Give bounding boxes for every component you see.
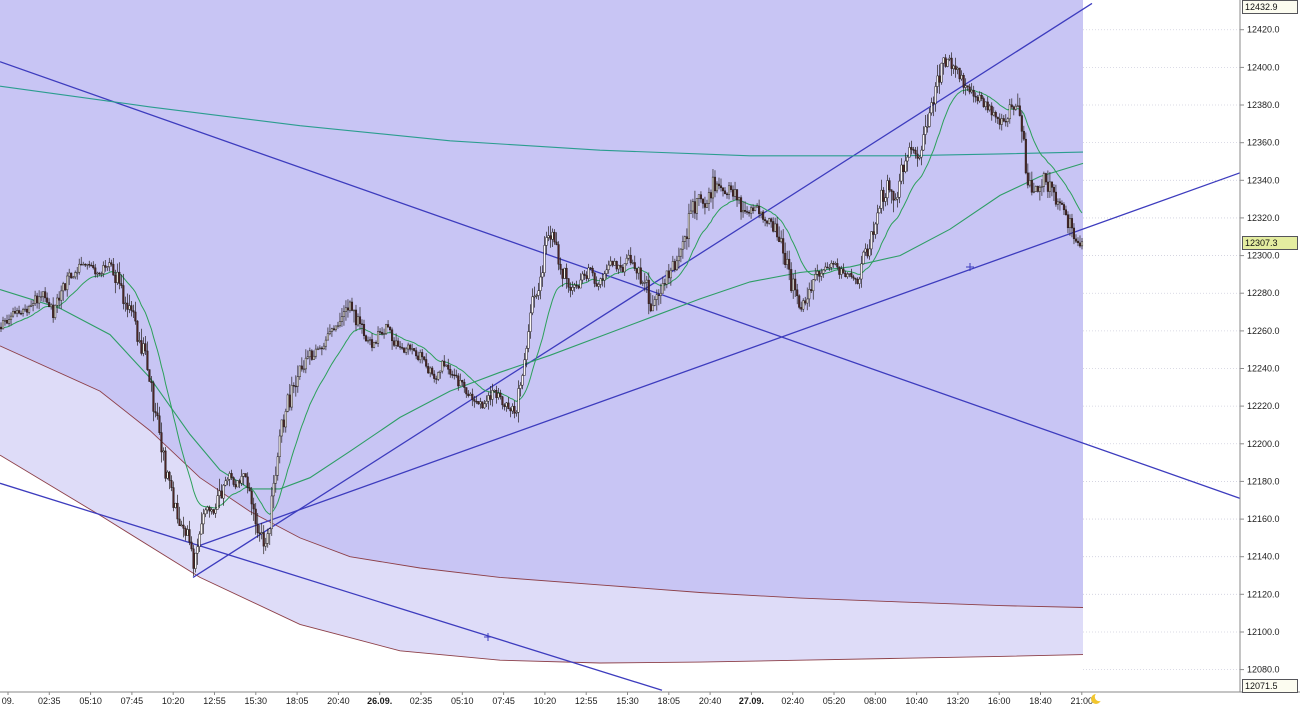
- grid-layer: [1083, 29, 1240, 671]
- price-axis-label: 12420.0: [1247, 25, 1280, 35]
- price-axis-label: 12180.0: [1247, 476, 1280, 486]
- price-axis[interactable]: 12420.0 12400.0 12380.0 12360.0 12340.0 12320…: [1239, 0, 1300, 706]
- price-axis-label: 12220.0: [1247, 401, 1280, 411]
- price-axis-label: 12280.0: [1247, 288, 1280, 298]
- time-axis-label: 27.09.: [739, 696, 764, 706]
- price-axis-label: 12320.0: [1247, 213, 1280, 223]
- price-axis-label: 12100.0: [1247, 627, 1280, 637]
- time-axis-label: 05:10: [79, 696, 102, 706]
- ma-fast-line: [0, 89, 1083, 515]
- high-price-tag: 12432.9: [1242, 0, 1298, 14]
- time-axis-label: 02:35: [410, 696, 433, 706]
- time-axis-label: 10:20: [162, 696, 185, 706]
- moon-icon: [1091, 692, 1104, 704]
- price-axis-label: 12120.0: [1247, 589, 1280, 599]
- price-axis-label: 12080.0: [1247, 665, 1280, 675]
- price-axis-label: 12380.0: [1247, 100, 1280, 110]
- last-price-tag: 12307.3: [1242, 236, 1298, 250]
- time-axis-label: 09.: [2, 696, 15, 706]
- time-axis-label: 13:20: [947, 696, 970, 706]
- price-axis-label: 12240.0: [1247, 364, 1280, 374]
- price-axis-label: 12300.0: [1247, 251, 1280, 261]
- time-axis-label: 02:40: [781, 696, 804, 706]
- time-axis-label: 10:20: [534, 696, 557, 706]
- time-axis-label: 15:30: [616, 696, 639, 706]
- price-axis-label: 12260.0: [1247, 326, 1280, 336]
- moving-averages-layer: [0, 85, 1084, 515]
- time-axis-label: 08:00: [864, 696, 887, 706]
- time-axis-label: 18:05: [658, 696, 681, 706]
- trendline-handle-markers[interactable]: [484, 263, 974, 641]
- price-axis-label: 12340.0: [1247, 175, 1280, 185]
- time-axis-label: 20:40: [699, 696, 722, 706]
- time-axis[interactable]: 09. 02:35 05:10 07:45 10:20 12:55 15:30 18:05 20…: [0, 691, 1300, 706]
- time-axis-label: 12:55: [575, 696, 598, 706]
- time-axis-label: 18:05: [286, 696, 309, 706]
- price-axis-label: 12400.0: [1247, 62, 1280, 72]
- time-axis-label: 07:45: [492, 696, 515, 706]
- time-axis-label: 15:30: [245, 696, 268, 706]
- time-axis-label: 18:40: [1029, 696, 1052, 706]
- price-axis-label: 12140.0: [1247, 552, 1280, 562]
- price-axis-label: 12160.0: [1247, 514, 1280, 524]
- time-axis-label: 07:45: [121, 696, 144, 706]
- time-axis-label: 12:55: [203, 696, 226, 706]
- time-axis-label: 02:35: [38, 696, 61, 706]
- price-axis-label: 12360.0: [1247, 138, 1280, 148]
- candles-layer: [0, 52, 1084, 577]
- time-axis-label: 05:10: [451, 696, 474, 706]
- time-axis-label: 16:00: [988, 696, 1011, 706]
- time-axis-label: 21:00: [1071, 696, 1094, 706]
- time-axis-label: 26.09.: [367, 696, 392, 706]
- trendlines-layer[interactable]: [0, 2, 1241, 691]
- time-axis-label: 20:40: [327, 696, 350, 706]
- time-axis-label: 05:20: [823, 696, 846, 706]
- time-axis-label: 10:40: [905, 696, 928, 706]
- price-axis-label: 12200.0: [1247, 439, 1280, 449]
- low-price-tag: 12071.5: [1242, 679, 1298, 693]
